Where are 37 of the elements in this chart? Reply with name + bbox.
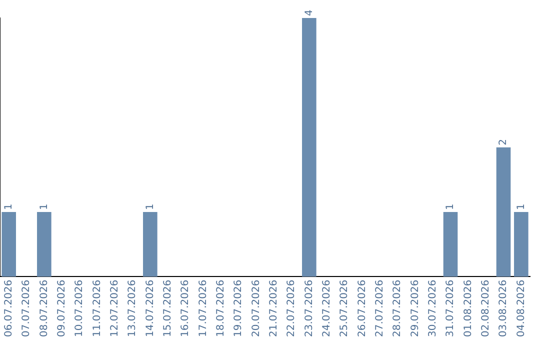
x-tick-label: 09.07.2026 xyxy=(56,280,68,338)
data-label: 2 xyxy=(498,138,510,146)
x-tick-label: 11.07.2026 xyxy=(92,280,103,338)
x-tick-label: 13.07.2026 xyxy=(127,280,138,338)
x-tick-label: 28.07.2026 xyxy=(392,280,404,338)
x-tick-label: 20.07.2026 xyxy=(250,280,262,338)
data-label: 4 xyxy=(304,10,315,16)
x-tick-label: 06.07.2026 xyxy=(3,280,14,338)
data-label: 1 xyxy=(516,204,527,210)
x-tick-label: 24.07.2026 xyxy=(321,280,332,338)
x-tick-label: 19.07.2026 xyxy=(233,280,244,338)
x-tick-label: 17.07.2026 xyxy=(198,280,209,338)
x-tick-label: 15.07.2026 xyxy=(162,280,174,338)
data-label: 1 xyxy=(144,204,156,210)
x-tick-label: 12.07.2026 xyxy=(109,280,120,338)
x-tick-label: 21.07.2026 xyxy=(268,280,280,338)
x-tick-label: 10.07.2026 xyxy=(74,280,86,338)
x-tick-label: 25.07.2026 xyxy=(339,280,350,338)
x-tick-label: 07.07.2026 xyxy=(21,280,32,338)
x-tick-label: 16.07.2026 xyxy=(180,280,192,338)
x-tick-label: 31.07.2026 xyxy=(445,280,456,338)
x-tick-label: 23.07.2026 xyxy=(304,280,315,338)
x-tick-label: 22.07.2026 xyxy=(286,280,298,338)
x-tick-label: 03.08.2026 xyxy=(498,280,510,338)
x-tick-label: 02.08.2026 xyxy=(480,280,492,338)
x-tick-label: 08.07.2026 xyxy=(38,280,50,338)
x-tick-label: 04.08.2026 xyxy=(516,280,527,338)
x-tick-label: 01.08.2026 xyxy=(462,280,474,338)
x-tick-label: 30.07.2026 xyxy=(427,280,438,338)
x-tick-label: 26.07.2026 xyxy=(356,280,368,338)
data-label: 1 xyxy=(445,204,456,210)
x-tick-label: 29.07.2026 xyxy=(410,280,421,338)
x-tick-label: 27.07.2026 xyxy=(374,280,386,338)
data-label: 1 xyxy=(3,204,14,210)
data-label: 1 xyxy=(38,204,50,210)
x-tick-label: 14.07.2026 xyxy=(144,280,156,338)
x-tick-label: 18.07.2026 xyxy=(215,280,226,338)
